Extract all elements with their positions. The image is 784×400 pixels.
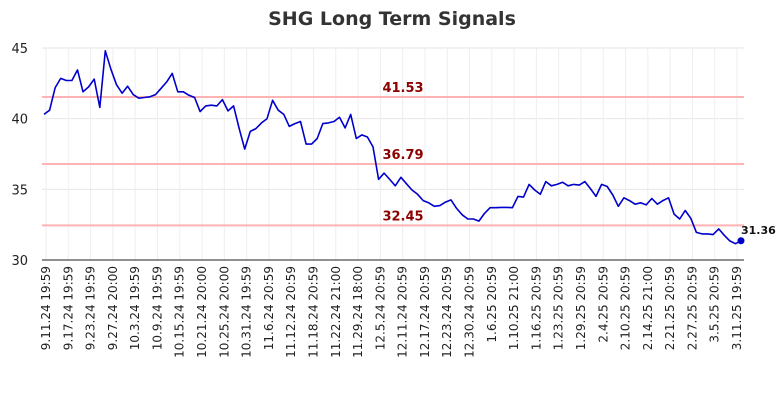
x-tick-label: 10.21.24 20:00 [195, 266, 209, 358]
signal-lines [42, 96, 744, 227]
x-tick-label: 1.6.25 20:59 [485, 266, 499, 343]
x-tick-label: 10.15.24 19:59 [173, 266, 187, 358]
signal-label: 36.79 [382, 148, 423, 163]
axes: 30 35 40 45 9.11.24 19:59 9.17.24 19:59 9.23.2… [11, 42, 744, 358]
x-tick-label: 2.10.25 20:59 [619, 266, 633, 350]
x-tick-label: 9.11.24 19:59 [39, 266, 53, 350]
x-tick-label: 11.18.24 20:59 [306, 266, 320, 358]
x-tick-label: 12.17.24 20:59 [418, 266, 432, 358]
y-tick-label: 35 [11, 183, 28, 198]
x-tick-label: 3.5.25 20:59 [708, 266, 722, 343]
x-tick-label: 9.17.24 19:59 [61, 266, 75, 350]
x-tick-label: 10.25.24 20:00 [217, 266, 231, 358]
x-tick-label: 2.21.25 20:59 [663, 266, 677, 350]
x-tick-label: 10.3.24 19:59 [128, 266, 142, 350]
x-tick-label: 3.11.25 19:59 [730, 266, 744, 350]
x-tick-label: 2.27.25 20:59 [685, 266, 699, 350]
x-tick-label: 11.29.24 18:00 [351, 266, 365, 358]
last-price-dot [737, 237, 745, 245]
x-tick-label: 1.16.25 20:59 [529, 266, 543, 350]
x-tick-label: 12.30.24 20:59 [463, 266, 477, 358]
signal-label: 41.53 [382, 81, 423, 96]
labels-layer: 41.53 36.79 32.45 31.36 [382, 81, 776, 237]
x-tick-label: 12.5.24 20:59 [373, 266, 387, 350]
x-tick-label: 11.22.24 21:00 [329, 266, 343, 358]
last-price-label: 31.36 [741, 224, 776, 237]
signal-label: 32.45 [382, 209, 423, 224]
x-tick-label: 2.4.25 20:59 [596, 266, 610, 343]
y-tick-label: 45 [11, 42, 28, 57]
x-tick-label: 11.6.24 20:59 [262, 266, 276, 350]
chart-title: SHG Long Term Signals [268, 8, 516, 30]
y-tick-label: 30 [11, 254, 28, 269]
x-tick-label: 9.27.24 20:00 [106, 266, 120, 350]
x-tick-label: 12.11.24 20:59 [396, 266, 410, 358]
x-tick-label: 9.23.24 19:59 [84, 266, 98, 350]
x-tick-label: 11.12.24 20:59 [284, 266, 298, 358]
x-tick-label: 10.31.24 19:59 [240, 266, 254, 358]
x-tick-label: 2.14.25 21:00 [641, 266, 655, 350]
y-tick-label: 40 [11, 113, 28, 128]
x-tick-label: 1.10.25 21:00 [507, 266, 521, 350]
series-layer [43, 49, 745, 245]
x-tick-label: 1.29.25 20:59 [574, 266, 588, 350]
x-tick-label: 10.9.24 19:59 [150, 266, 164, 350]
x-tick-label: 1.23.25 20:59 [552, 266, 566, 350]
price-line [43, 49, 742, 245]
x-tick-label: 12.23.24 20:59 [440, 266, 454, 358]
